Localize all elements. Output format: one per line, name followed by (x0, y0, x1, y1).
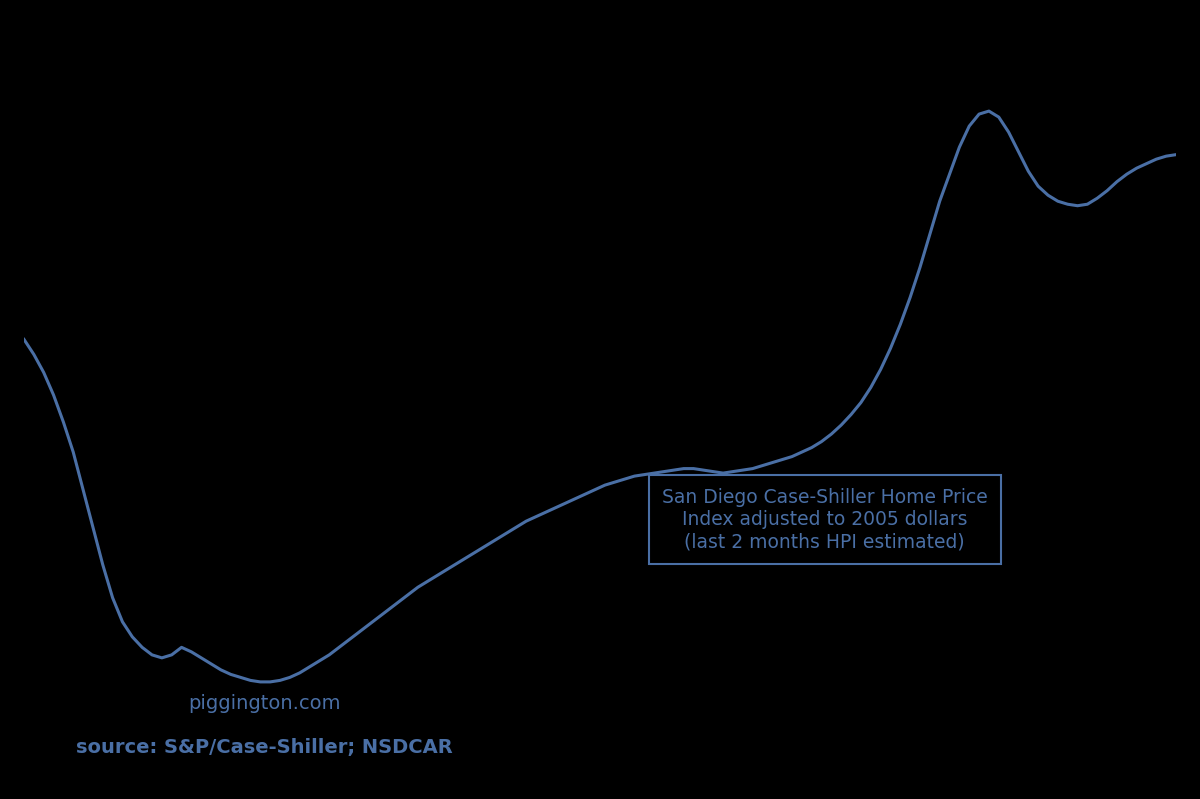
Text: piggington.com: piggington.com (187, 694, 341, 713)
Text: source: S&P/Case-Shiller; NSDCAR: source: S&P/Case-Shiller; NSDCAR (76, 737, 452, 757)
Text: San Diego Case-Shiller Home Price
Index adjusted to 2005 dollars
(last 2 months : San Diego Case-Shiller Home Price Index … (661, 488, 988, 551)
